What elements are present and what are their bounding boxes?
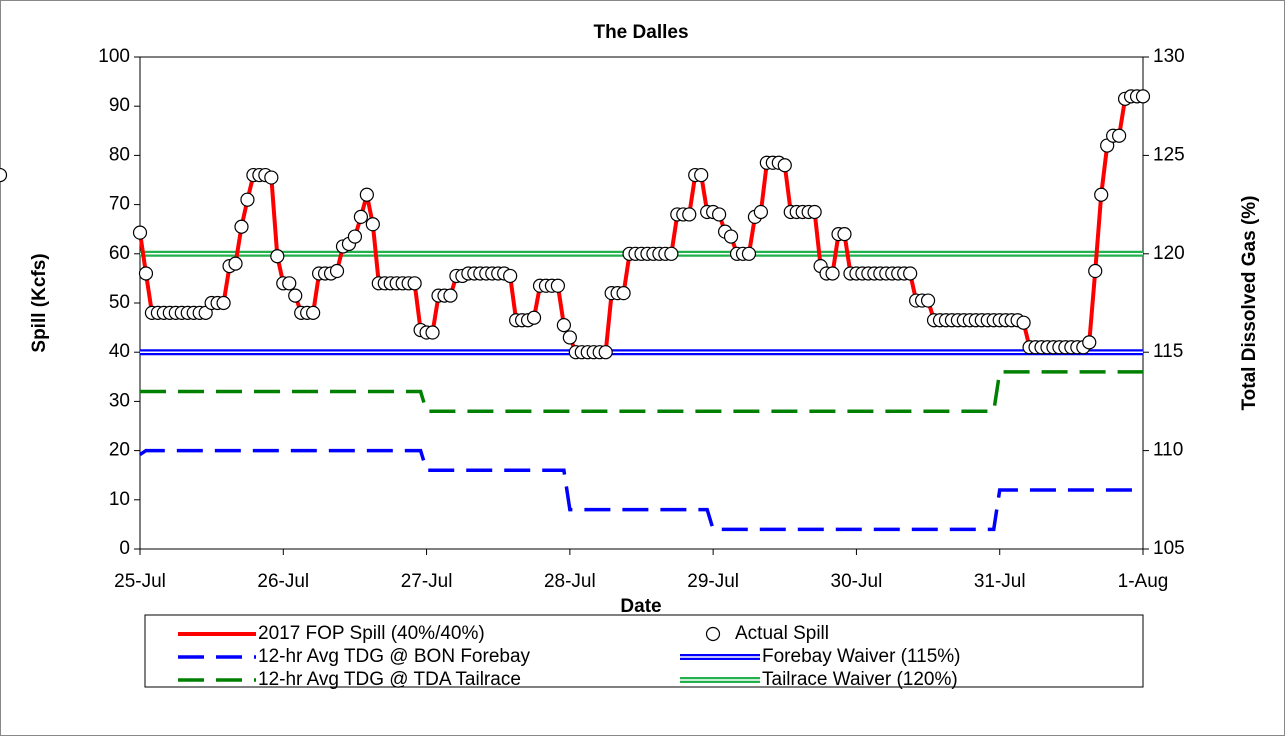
spill-marker bbox=[694, 167, 709, 183]
spill-marker bbox=[264, 170, 279, 185]
y2-tick-label: 130 bbox=[1153, 46, 1185, 67]
legend-label: 12-hr Avg TDG @ BON Forebay bbox=[258, 646, 531, 667]
y-tick-label: 100 bbox=[98, 46, 130, 67]
y2-axis-label: Total Dissolved Gas (%) bbox=[1239, 195, 1260, 410]
series-line bbox=[140, 370, 1143, 413]
y2-tick-label: 105 bbox=[1153, 538, 1185, 559]
spill-marker bbox=[306, 305, 321, 320]
legend-label: Tailrace Waiver (120%) bbox=[762, 669, 958, 690]
y-tick-label: 90 bbox=[109, 95, 130, 116]
spill-marker bbox=[270, 249, 285, 264]
spill-marker bbox=[425, 325, 440, 340]
spill-marker bbox=[443, 288, 458, 303]
spill-marker bbox=[1094, 187, 1109, 202]
spill-marker bbox=[407, 276, 422, 291]
spill-marker bbox=[753, 204, 769, 220]
spill-marker bbox=[550, 278, 566, 293]
x-tick-label: 27-Jul bbox=[401, 571, 453, 592]
x-tick-label: 26-Jul bbox=[257, 571, 309, 592]
legend-label: 12-hr Avg TDG @ TDA Tailrace bbox=[258, 669, 521, 690]
spill-marker bbox=[228, 256, 243, 271]
legend-label: Forebay Waiver (115%) bbox=[762, 646, 961, 667]
x-tick-label: 29-Jul bbox=[687, 571, 739, 592]
spill-marker bbox=[825, 266, 840, 281]
spill-marker bbox=[712, 207, 727, 222]
x-tick-label: 28-Jul bbox=[544, 571, 596, 592]
spill-marker bbox=[132, 225, 148, 240]
spill-marker bbox=[288, 288, 303, 303]
y-tick-label: 50 bbox=[109, 292, 130, 313]
spill-marker bbox=[723, 229, 739, 244]
y-tick-label: 30 bbox=[109, 390, 130, 411]
spill-marker bbox=[526, 310, 542, 325]
spill-marker bbox=[1112, 128, 1127, 143]
spill-marker bbox=[240, 192, 255, 207]
spill-marker bbox=[562, 330, 577, 345]
chart-title: The Dalles bbox=[593, 22, 688, 43]
spill-marker bbox=[282, 276, 297, 291]
spill-marker bbox=[1016, 315, 1031, 330]
spill-marker bbox=[347, 229, 363, 244]
legend-box bbox=[144, 614, 1144, 688]
spill-marker bbox=[0, 167, 8, 183]
y2-tick-label: 125 bbox=[1153, 144, 1185, 165]
y2-tick-label: 120 bbox=[1153, 243, 1185, 264]
y-tick-label: 10 bbox=[109, 489, 130, 510]
series-line bbox=[139, 448, 1143, 532]
spill-marker bbox=[1088, 263, 1103, 279]
x-tick-label: 30-Jul bbox=[831, 571, 883, 592]
spill-marker bbox=[837, 227, 852, 242]
spill-marker bbox=[556, 318, 571, 333]
spill-marker bbox=[903, 266, 918, 281]
spill-marker bbox=[1082, 335, 1097, 350]
spill-marker bbox=[365, 217, 380, 232]
x-tick-label: 31-Jul bbox=[974, 571, 1026, 592]
spill-marker bbox=[777, 158, 792, 173]
spill-marker bbox=[234, 219, 249, 234]
y2-tick-label: 115 bbox=[1153, 341, 1183, 362]
y2-tick-label: 110 bbox=[1153, 440, 1183, 461]
spill-marker bbox=[329, 263, 345, 279]
spill-marker bbox=[1135, 89, 1151, 104]
y-tick-label: 70 bbox=[109, 194, 130, 215]
spill-marker bbox=[503, 268, 518, 284]
spill-marker bbox=[216, 295, 231, 311]
y-tick-label: 0 bbox=[119, 538, 130, 559]
legend-label: Actual Spill bbox=[735, 623, 829, 644]
spill-marker bbox=[741, 246, 757, 261]
x-tick-label: 1-Aug bbox=[1118, 571, 1169, 592]
spill-marker bbox=[664, 246, 679, 261]
spill-marker bbox=[616, 286, 631, 301]
y-axis-label: Spill (Kcfs) bbox=[29, 253, 50, 352]
y-tick-label: 60 bbox=[109, 243, 130, 264]
y-tick-label: 80 bbox=[109, 144, 130, 165]
spill-marker bbox=[807, 204, 822, 220]
legend-marker bbox=[705, 626, 721, 642]
spill-marker bbox=[682, 207, 697, 222]
legend-label: 2017 FOP Spill (40%/40%) bbox=[258, 623, 485, 644]
spill-marker bbox=[359, 187, 374, 202]
spill-marker bbox=[598, 345, 613, 360]
y-tick-label: 20 bbox=[109, 440, 130, 461]
x-tick-label: 25-Jul bbox=[114, 571, 166, 592]
spill-marker bbox=[138, 266, 154, 281]
x-axis-label: Date bbox=[620, 596, 661, 617]
spill-marker bbox=[920, 293, 936, 308]
y-tick-label: 40 bbox=[109, 341, 130, 362]
spill-marker bbox=[353, 209, 368, 224]
